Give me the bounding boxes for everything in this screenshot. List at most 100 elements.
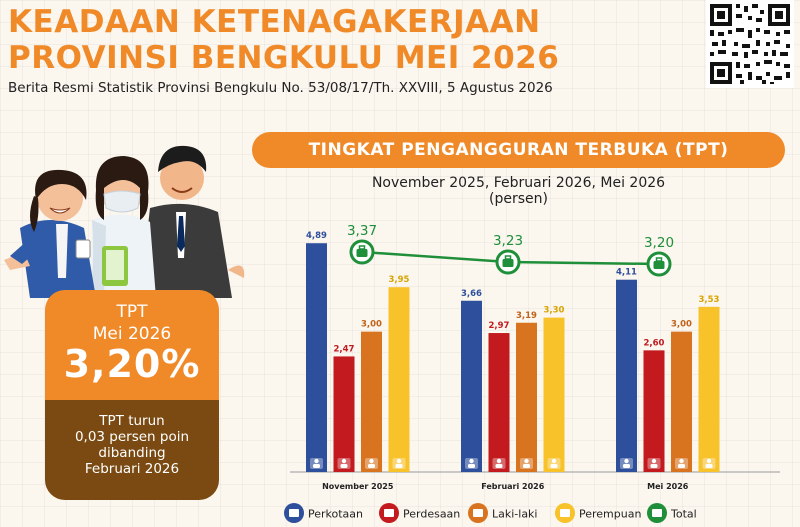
bar-value-label: 2,47 (334, 344, 355, 354)
legend-label: Perdesaan (403, 508, 460, 521)
chip-dot-icon (496, 458, 502, 464)
chip-dot-icon (651, 458, 657, 464)
summary-label: TPT (116, 302, 148, 322)
bar-perkotaan-1 (461, 300, 482, 472)
chip-body-icon (705, 464, 713, 468)
bar-perempuan-1 (543, 317, 565, 472)
summary-card-header: TPT Mei 2026 3,20% (45, 290, 219, 400)
legend-glyph-icon (384, 509, 394, 517)
chip-dot-icon (706, 458, 712, 464)
summary-value: 3,20% (63, 342, 201, 386)
woman-figure (90, 156, 156, 298)
legend-city-icon (284, 503, 304, 523)
total-value-label: 3,20 (644, 235, 674, 251)
city-chip-icon (620, 458, 633, 469)
note-line-1: TPT turun (99, 413, 165, 429)
bar-value-label: 3,00 (361, 320, 382, 330)
summary-period: Mei 2026 (92, 324, 172, 344)
legend-man-icon (468, 503, 488, 523)
house-chip-icon (337, 458, 351, 469)
chip-body-icon (678, 464, 685, 468)
bar-laki-laki-0 (361, 331, 382, 472)
student-figure (4, 169, 96, 298)
briefcase-icon (502, 259, 514, 267)
bar-value-label: 4,11 (616, 268, 637, 278)
bar-value-label: 4,89 (306, 231, 327, 241)
category-label: Februari 2026 (481, 482, 545, 491)
briefcase-icon (356, 249, 368, 257)
bar-value-label: 2,60 (644, 338, 665, 348)
city-chip-icon (465, 458, 478, 469)
legend-briefcase-icon (647, 503, 667, 523)
category-label: November 2025 (322, 482, 394, 491)
legend-label: Perkotaan (308, 508, 363, 521)
legend-house-icon (379, 503, 399, 523)
report-subtitle: Berita Resmi Statistik Provinsi Bengkulu… (8, 80, 553, 96)
briefcase-icon (653, 261, 665, 269)
bar-laki-laki-2 (671, 331, 692, 472)
bar-perempuan-2 (698, 306, 720, 472)
man-chip-icon (520, 458, 533, 469)
woman-chip-icon (702, 458, 716, 469)
chart-subtitle: November 2025, Februari 2026, Mei 2026 (371, 175, 666, 191)
bar-value-label: 3,53 (699, 295, 720, 305)
chip-dot-icon (369, 458, 374, 464)
chip-body-icon (468, 464, 475, 468)
chip-body-icon (340, 464, 348, 468)
total-value-label: 3,23 (493, 233, 523, 249)
total-marker-2 (646, 251, 672, 277)
total-line (361, 250, 660, 266)
bar-value-label: 3,95 (389, 275, 410, 285)
man-chip-icon (365, 458, 378, 469)
summary-card-note: TPT turun 0,03 persen poin dibanding Feb… (45, 400, 219, 500)
legend-glyph-icon (473, 509, 483, 517)
category-label: Mei 2026 (647, 482, 689, 491)
man-figure (140, 145, 245, 298)
chip-body-icon (623, 464, 630, 468)
chip-body-icon (368, 464, 375, 468)
chip-body-icon (650, 464, 658, 468)
chip-dot-icon (524, 458, 529, 464)
city-chip-icon (310, 458, 323, 469)
chip-dot-icon (679, 458, 684, 464)
bar-perdesaan-1 (488, 333, 510, 472)
briefcase-handle-icon (358, 245, 366, 250)
house-chip-icon (492, 458, 506, 469)
chip-dot-icon (469, 458, 474, 464)
chart-banner: TINGKAT PENGANGGURAN TERBUKA (TPT) (252, 132, 785, 168)
title-line-2: PROVINSI BENGKULU MEI 2026 (8, 40, 560, 76)
total-marker-0 (349, 239, 375, 265)
chip-dot-icon (396, 458, 402, 464)
note-line-2: 0,03 persen poin (74, 429, 190, 445)
chip-dot-icon (551, 458, 557, 464)
house-chip-icon (647, 458, 661, 469)
title-line-1: KEADAAN KETENAGAKERJAAN (8, 4, 541, 40)
bar-value-label: 3,00 (671, 320, 692, 330)
total-value-label: 3,37 (347, 223, 377, 239)
legend-glyph-icon (289, 509, 299, 517)
qr-code-icon[interactable] (706, 0, 794, 88)
chip-body-icon (523, 464, 530, 468)
workers-illustration (4, 145, 245, 298)
briefcase-handle-icon (504, 255, 512, 260)
bar-perempuan-0 (388, 287, 410, 472)
note-line-4: Februari 2026 (84, 461, 180, 477)
bar-perkotaan-2 (616, 279, 637, 472)
legend-glyph-icon (652, 509, 662, 517)
chip-dot-icon (341, 458, 347, 464)
bar-perkotaan-0 (306, 243, 327, 472)
legend-label: Total (670, 508, 697, 521)
bar-value-label: 3,66 (461, 289, 482, 299)
chip-body-icon (495, 464, 503, 468)
chart-unit: (persen) (489, 191, 548, 207)
total-marker-1 (495, 249, 521, 275)
woman-chip-icon (392, 458, 406, 469)
bar-value-label: 2,97 (489, 321, 510, 331)
bar-value-label: 3,30 (544, 306, 565, 316)
man-chip-icon (675, 458, 688, 469)
bar-perdesaan-0 (333, 356, 355, 472)
chip-dot-icon (314, 458, 319, 464)
legend-woman-icon (555, 503, 575, 523)
bar-value-label: 3,19 (516, 311, 537, 321)
legend-label: Perempuan (579, 508, 641, 521)
